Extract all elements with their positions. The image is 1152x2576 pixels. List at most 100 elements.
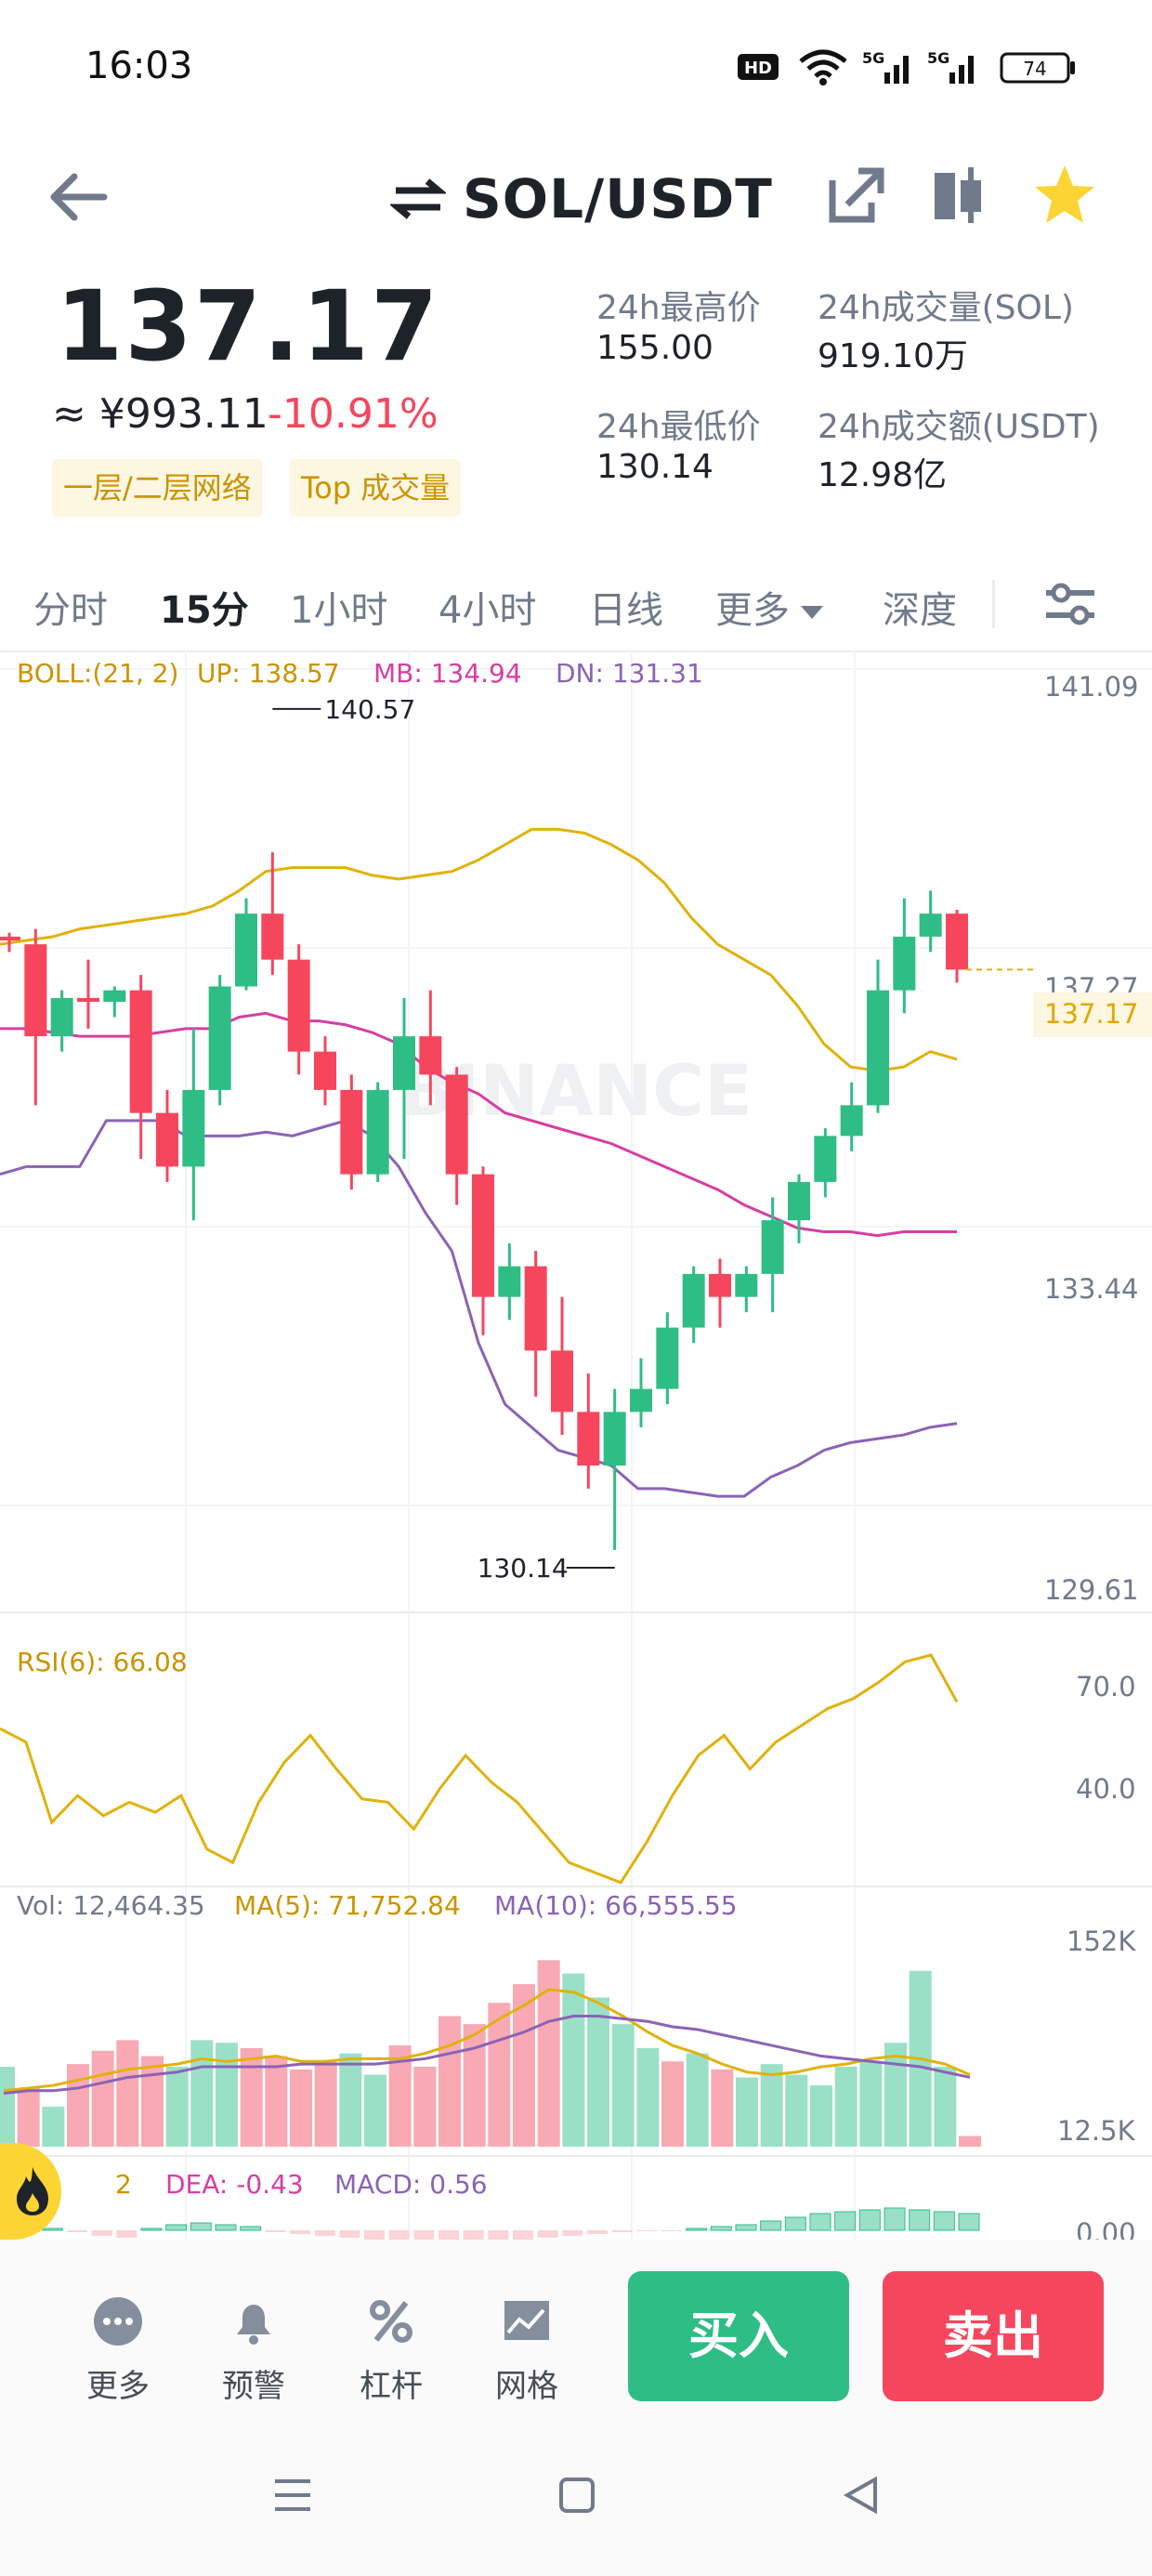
nav-leverage[interactable]: 杠杆	[340, 2295, 442, 2406]
vol-ma10-line	[3, 2015, 971, 2096]
volume-bar-33	[810, 2085, 832, 2147]
macd-bar-23	[562, 2230, 583, 2236]
volume-bar-2	[42, 2107, 65, 2147]
macd-bar-29	[710, 2226, 732, 2231]
chart-layout-icon[interactable]	[925, 162, 992, 229]
candle-body-36	[946, 913, 968, 970]
volume-bar-28	[686, 2053, 709, 2147]
nav-alert-label: 预警	[222, 2368, 285, 2405]
axis-vol-max: 152K	[1067, 1925, 1136, 1957]
nav-alert[interactable]: 预警	[203, 2295, 305, 2406]
rsi-panel	[0, 1653, 959, 1885]
tab-more[interactable]: 更多	[715, 580, 825, 634]
candle-body-14	[366, 1089, 389, 1175]
candle-body-3	[77, 997, 99, 1003]
macd-bar-33	[809, 2213, 831, 2231]
volume-bar-11	[265, 2056, 288, 2147]
axis-vol-min: 12.5K	[1057, 2115, 1135, 2147]
volume-bar-25	[611, 2024, 635, 2147]
legend-vol: Vol: 12,464.35	[17, 1890, 205, 1921]
macd-bar-11	[265, 2230, 286, 2232]
axis-rsi-40: 40.0	[1076, 1773, 1136, 1805]
nav-more[interactable]: 更多	[67, 2295, 169, 2406]
macd-bar-22	[537, 2230, 558, 2238]
legend-macd: MACD: 0.56	[334, 2169, 488, 2200]
bottom-action-bar: 更多 预警 杠杆 网格 买入 卖出	[0, 2240, 1152, 2576]
tab-depth[interactable]: 深度	[883, 589, 957, 632]
tabs-bottom-border	[0, 651, 1152, 652]
share-icon[interactable]	[823, 162, 890, 229]
buy-button[interactable]: 买入	[628, 2271, 849, 2401]
candle-body-21	[551, 1350, 573, 1413]
candle-body-30	[788, 1181, 810, 1221]
volume-bar-14	[339, 2053, 362, 2147]
volume-bar-39	[959, 2136, 981, 2147]
candle-body-27	[709, 1273, 731, 1297]
axis-price-3: 133.44	[1044, 1273, 1139, 1305]
chart-settings-icon[interactable]	[1041, 576, 1100, 632]
cny-price: ≈ ¥993.11	[52, 390, 268, 438]
swap-icon	[390, 178, 446, 219]
legend-ma10: MA(10): 66,555.55	[494, 1890, 738, 1921]
macd-bar-18	[439, 2230, 459, 2240]
tab-daily[interactable]: 日线	[589, 589, 663, 632]
menu-nav-icon[interactable]	[269, 2472, 316, 2518]
macd-bar-12	[290, 2230, 310, 2234]
candle-body-29	[761, 1220, 784, 1274]
tab-15m[interactable]: 15分	[160, 589, 249, 632]
favorite-star-icon[interactable]	[1031, 162, 1098, 229]
sell-button[interactable]: 卖出	[883, 2271, 1104, 2401]
last-price: 137.17	[56, 269, 440, 383]
macd-bar-14	[339, 2230, 360, 2238]
candle-body-8	[208, 986, 231, 1090]
tag-layer-network[interactable]: 一层/二层网络	[52, 459, 263, 517]
tab-time-sharing[interactable]: 分时	[33, 589, 108, 632]
volume-bar-8	[190, 2040, 214, 2147]
volume-bar-34	[834, 2067, 857, 2147]
macd-bar-20	[488, 2230, 509, 2240]
boll-up-line	[0, 827, 958, 1072]
timeframe-tabs: 分时 15分 1小时 4小时 日线 更多 深度	[0, 567, 1152, 641]
last-price-tag-bg	[1033, 992, 1152, 1037]
candle-body-6	[156, 1112, 178, 1167]
tab-1h[interactable]: 1小时	[290, 589, 388, 632]
macd-bar-21	[513, 2230, 533, 2240]
svg-text:5G: 5G	[927, 49, 949, 67]
stat-vol-usdt-label: 24h成交额(USDT)	[818, 408, 1100, 446]
pair-selector[interactable]: SOL/USDT	[390, 167, 773, 230]
candle-body-11	[287, 959, 310, 1052]
rsi-line	[0, 1653, 959, 1885]
candle-body-5	[129, 990, 152, 1113]
nav-grid[interactable]: 网格	[476, 2295, 578, 2406]
status-time: 16:03	[85, 45, 193, 87]
macd-bar-9	[215, 2224, 237, 2231]
volume-bar-5	[116, 2040, 139, 2147]
legend-dea: DEA: -0.43	[165, 2169, 304, 2200]
macd-bar-3	[67, 2230, 87, 2232]
volume-bar-32	[785, 2074, 808, 2147]
back-nav-icon[interactable]	[838, 2472, 884, 2518]
macd-bar-13	[314, 2230, 335, 2236]
svg-text:5G: 5G	[862, 49, 884, 67]
volume-bar-23	[562, 1973, 585, 2147]
stat-low-value: 130.14	[596, 448, 713, 486]
home-nav-icon[interactable]	[554, 2472, 600, 2518]
percent-icon	[370, 2300, 412, 2343]
macd-bar-30	[735, 2224, 757, 2231]
tag-top-volume[interactable]: Top 成交量	[290, 459, 462, 517]
volume-bar-30	[736, 2077, 758, 2147]
axis-price-1: 141.09	[1044, 671, 1139, 703]
macd-bar-26	[636, 2230, 658, 2231]
candle-body-17	[445, 1074, 468, 1175]
candles	[0, 852, 1033, 1550]
back-icon[interactable]	[41, 160, 115, 234]
legend-macd-num: 2	[115, 2169, 132, 2200]
candle-body-35	[919, 913, 942, 937]
price-change: -10.91%	[268, 390, 439, 438]
candle-body-32	[840, 1105, 863, 1137]
axis-rsi-70: 70.0	[1076, 1671, 1136, 1702]
status-bar: 16:03 HD 5G 5G 74	[0, 0, 1152, 139]
tab-4h[interactable]: 4小时	[439, 589, 537, 632]
candle-body-25	[656, 1327, 679, 1389]
